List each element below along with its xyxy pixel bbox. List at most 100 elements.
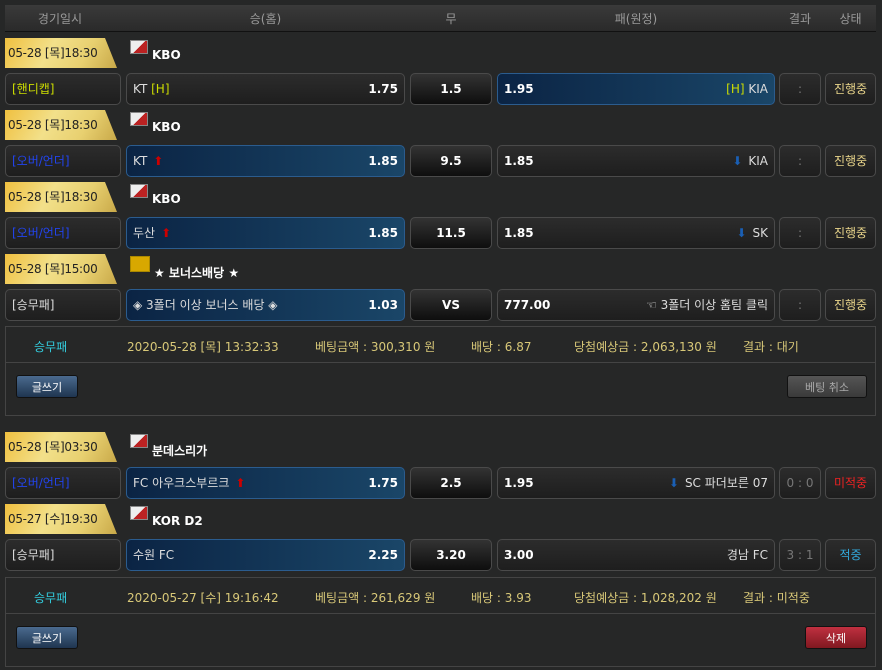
away-team: ☜ 3폴더 이상 홈팀 클릭: [646, 298, 768, 312]
match-date: 05-28 [목]03:30: [5, 432, 117, 462]
league-name: 분데스리가: [152, 444, 208, 458]
score: :: [779, 289, 821, 321]
status: 진행중: [825, 289, 876, 321]
slip-datetime: 2020-05-27 [수] 19:16:42: [127, 591, 279, 605]
away-odds-button[interactable]: 1.95 [H] KIA: [497, 73, 775, 105]
status: 진행중: [825, 73, 876, 105]
delete-button[interactable]: 삭제: [805, 626, 867, 649]
away-odd: 1.85: [504, 226, 534, 240]
home-odds-button[interactable]: KT ⬆ 1.85: [126, 145, 405, 177]
league: 분데스리가: [130, 434, 207, 460]
bet-type: [오버/언더]: [5, 217, 121, 249]
away-team: SK: [752, 226, 769, 240]
slip-amount: 베팅금액 : 261,629 원: [315, 591, 436, 605]
league: KBO: [130, 184, 181, 210]
league-flag-icon: [130, 112, 148, 126]
bet-slip-summary: 승무패 2020-05-27 [수] 19:16:42 베팅금액 : 261,6…: [5, 577, 876, 667]
draw-odds-button[interactable]: 1.5: [410, 73, 492, 105]
draw-odds-button[interactable]: 2.5: [410, 467, 492, 499]
draw-odds-button[interactable]: VS: [410, 289, 492, 321]
away-odds-button[interactable]: 1.85 ⬇ KIA: [497, 145, 775, 177]
league-name: KOR D2: [152, 514, 203, 528]
league-name: ★ 보너스배당 ★: [154, 266, 240, 280]
match-date: 05-27 [수]19:30: [5, 504, 117, 534]
bet-type: [승무패]: [5, 289, 121, 321]
score: 0 : 0: [779, 467, 821, 499]
score: :: [779, 217, 821, 249]
home-odd: 1.85: [368, 226, 398, 240]
league: KBO: [130, 112, 181, 138]
draw-odds-button[interactable]: 9.5: [410, 145, 492, 177]
arrow-up-icon: ⬆: [235, 476, 246, 490]
home-odds-button[interactable]: ◈ 3폴더 이상 보너스 배당 ◈ 1.03: [126, 289, 405, 321]
status: 진행중: [825, 145, 876, 177]
game-row: 05-27 [수]19:30 KOR D2 [승무패] 수원 FC 2.25 3.…: [0, 504, 882, 576]
col-result: 결과: [788, 12, 812, 26]
home-odd: 1.85: [368, 154, 398, 168]
game-row: 05-28 [목]18:30 KBO [오버/언더] 두산 ⬆ 1.85 11.5 …: [0, 182, 882, 254]
status: 진행중: [825, 217, 876, 249]
away-team: 경남 FC: [726, 548, 768, 562]
slip-expected: 당첨예상금 : 1,028,202 원: [574, 591, 717, 605]
game-row: 05-28 [목]18:30 KBO [오버/언더] KT ⬆ 1.85 9.5 1…: [0, 110, 882, 182]
col-draw: 무: [445, 12, 457, 26]
away-odds-button[interactable]: 1.85 ⬇ SK: [497, 217, 775, 249]
table-header: 경기일시 승(홈) 무 패(원정) 결과 상태: [5, 5, 876, 32]
home-odds-button[interactable]: FC 아우크스부르크 ⬆ 1.75: [126, 467, 405, 499]
status: 미적중: [825, 467, 876, 499]
cancel-bet-button[interactable]: 베팅 취소: [787, 375, 867, 398]
match-date: 05-28 [목]18:30: [5, 110, 117, 140]
home-team: KT: [133, 154, 148, 168]
home-odds-button[interactable]: 수원 FC 2.25: [126, 539, 405, 571]
write-button[interactable]: 글쓰기: [16, 375, 78, 398]
home-odds-button[interactable]: KT [H] 1.75: [126, 73, 405, 105]
status: 적중: [825, 539, 876, 571]
game-row: 05-28 [목]18:30 KBO [핸디캡] KT [H] 1.75 1.5 …: [0, 38, 882, 110]
home-odd: 1.03: [368, 298, 398, 312]
home-team: KT: [133, 82, 148, 96]
score: 3 : 1: [779, 539, 821, 571]
slip-odds: 배당 : 3.93: [471, 591, 532, 605]
arrow-up-icon: ⬆: [153, 154, 164, 168]
home-odds-button[interactable]: 두산 ⬆ 1.85: [126, 217, 405, 249]
league-name: KBO: [152, 120, 181, 134]
away-team: KIA: [748, 154, 768, 168]
home-odd: 1.75: [368, 82, 398, 96]
away-odd: 1.95: [504, 476, 534, 490]
draw-odds-button[interactable]: 11.5: [410, 217, 492, 249]
col-home: 승(홈): [249, 12, 282, 26]
away-odd: 3.00: [504, 548, 534, 562]
away-odds-button[interactable]: 777.00 ☜ 3폴더 이상 홈팀 클릭: [497, 289, 775, 321]
score: :: [779, 145, 821, 177]
col-away: 패(원정): [614, 12, 658, 26]
bet-type: [승무패]: [5, 539, 121, 571]
away-odds-button[interactable]: 1.95 ⬇ SC 파더보른 07: [497, 467, 775, 499]
league-flag-icon: [130, 184, 148, 198]
slip-odds: 배당 : 6.87: [471, 340, 532, 354]
slip-expected: 당첨예상금 : 2,063,130 원: [574, 340, 717, 354]
league: ★ 보너스배당 ★: [130, 256, 239, 282]
match-date: 05-28 [목]18:30: [5, 38, 117, 68]
slip-type: 승무패: [34, 591, 68, 605]
league: KBO: [130, 40, 181, 66]
bet-type: [핸디캡]: [5, 73, 121, 105]
write-button[interactable]: 글쓰기: [16, 626, 78, 649]
bet-type: [오버/언더]: [5, 467, 121, 499]
bet-type: [오버/언더]: [5, 145, 121, 177]
game-row: 05-28 [목]03:30 분데스리가 [오버/언더] FC 아우크스부르크 ⬆…: [0, 432, 882, 504]
league-name: KBO: [152, 48, 181, 62]
match-date: 05-28 [목]15:00: [5, 254, 117, 284]
away-odds-button[interactable]: 3.00 경남 FC: [497, 539, 775, 571]
col-date: 경기일시: [37, 12, 83, 26]
away-team: SC 파더보른 07: [684, 476, 768, 490]
home-team: 두산: [133, 226, 156, 240]
slip-amount: 베팅금액 : 300,310 원: [315, 340, 436, 354]
arrow-down-icon: ⬇: [736, 226, 747, 240]
slip-datetime: 2020-05-28 [목] 13:32:33: [127, 340, 279, 354]
game-row: 05-28 [목]15:00 ★ 보너스배당 ★ [승무패] ◈ 3폴더 이상 …: [0, 254, 882, 326]
away-odd: 1.95: [504, 82, 534, 96]
arrow-down-icon: ⬇: [668, 476, 679, 490]
draw-odds-button[interactable]: 3.20: [410, 539, 492, 571]
arrow-up-icon: ⬆: [161, 226, 172, 240]
league: KOR D2: [130, 506, 203, 532]
